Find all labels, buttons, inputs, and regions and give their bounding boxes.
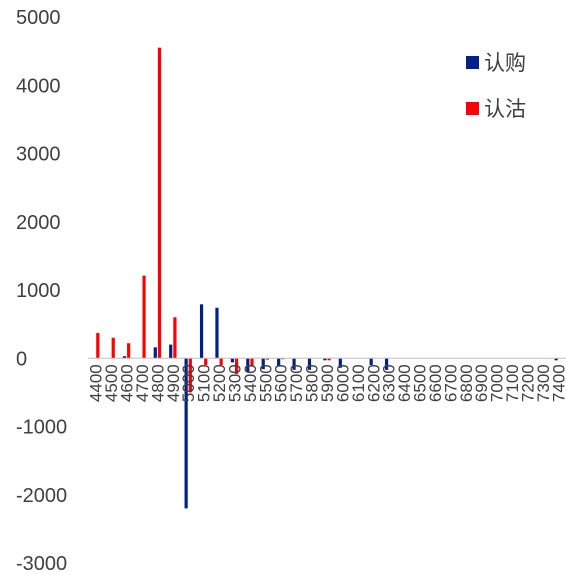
x-tick-label: 5200 xyxy=(210,364,229,402)
bar xyxy=(142,275,146,359)
x-tick-label: 7000 xyxy=(488,364,507,402)
x-axis-ticks: 4400450046004700480049005000510052005300… xyxy=(87,364,566,402)
x-tick-label: 5900 xyxy=(318,364,337,402)
bar xyxy=(153,347,157,359)
bar xyxy=(122,356,127,359)
bar xyxy=(219,358,223,366)
x-tick-label: 5500 xyxy=(256,364,275,402)
bar xyxy=(246,358,250,372)
x-tick-label: 5800 xyxy=(303,364,322,402)
bar xyxy=(188,358,192,393)
bar xyxy=(111,337,115,359)
x-tick-label: 6200 xyxy=(364,364,383,402)
y-tick-label: -2000 xyxy=(16,485,67,507)
x-tick-label: 4600 xyxy=(118,364,137,402)
y-tick-label: 4000 xyxy=(16,75,61,97)
x-tick-label: 7200 xyxy=(518,364,537,402)
bar xyxy=(234,358,239,374)
y-axis-ticks: 5000 4000 3000 2000 1000 0 -1000 -2000 -3000 xyxy=(16,7,67,575)
bar xyxy=(338,358,342,368)
bar xyxy=(327,358,331,361)
y-tick-label: 0 xyxy=(16,348,27,370)
x-tick-label: 5400 xyxy=(241,364,260,402)
bar xyxy=(204,358,208,366)
bar xyxy=(292,358,296,370)
x-tick-label: 6500 xyxy=(411,364,430,402)
x-tick-label: 6900 xyxy=(472,364,491,402)
y-tick-label: -3000 xyxy=(16,553,67,575)
bar xyxy=(250,358,254,367)
bar xyxy=(173,317,177,359)
x-tick-label: 5600 xyxy=(272,364,291,402)
x-tick-label: 4700 xyxy=(133,364,152,402)
bar xyxy=(127,343,131,359)
x-tick-label: 7300 xyxy=(534,364,553,402)
bar xyxy=(169,344,173,359)
x-tick-label: 4400 xyxy=(87,364,106,402)
x-tick-label: 5100 xyxy=(195,364,214,402)
bar xyxy=(157,47,162,359)
legend-label: 认沽 xyxy=(484,98,526,121)
x-tick-label: 5000 xyxy=(179,364,198,402)
legend-swatch xyxy=(466,102,479,115)
y-tick-label: 1000 xyxy=(16,280,61,302)
x-tick-label: 6400 xyxy=(395,364,414,402)
bar xyxy=(96,333,100,359)
x-tick-label: 5700 xyxy=(287,364,306,402)
x-tick-label: 6700 xyxy=(441,364,460,402)
x-tick-label: 7100 xyxy=(503,364,522,402)
bar xyxy=(277,358,281,366)
x-tick-label: 6800 xyxy=(457,364,476,402)
y-tick-label: 5000 xyxy=(16,7,61,29)
bar xyxy=(230,358,234,363)
bar xyxy=(265,358,270,360)
bar xyxy=(323,358,327,361)
bar xyxy=(369,358,373,366)
x-tick-label: 7400 xyxy=(549,364,566,402)
bar xyxy=(215,307,219,359)
bars-group xyxy=(96,47,558,509)
y-tick-label: 3000 xyxy=(16,144,61,166)
legend-label: 认购 xyxy=(484,52,526,75)
bar xyxy=(554,358,558,361)
x-tick-label: 4800 xyxy=(148,364,167,402)
x-tick-label: 6100 xyxy=(349,364,368,402)
y-tick-label: 2000 xyxy=(16,212,61,234)
bar xyxy=(307,358,312,370)
x-tick-label: 5300 xyxy=(225,364,244,402)
legend-swatch xyxy=(466,56,479,69)
bar xyxy=(199,304,204,359)
x-tick-label: 4900 xyxy=(164,364,183,402)
x-tick-label: 6600 xyxy=(426,364,445,402)
x-tick-label: 6300 xyxy=(380,364,399,402)
y-tick-label: -1000 xyxy=(16,417,67,439)
bar xyxy=(384,358,389,370)
x-tick-label: 4500 xyxy=(102,364,121,402)
bar xyxy=(261,358,265,370)
bar xyxy=(184,358,188,509)
x-tick-label: 6000 xyxy=(333,364,352,402)
